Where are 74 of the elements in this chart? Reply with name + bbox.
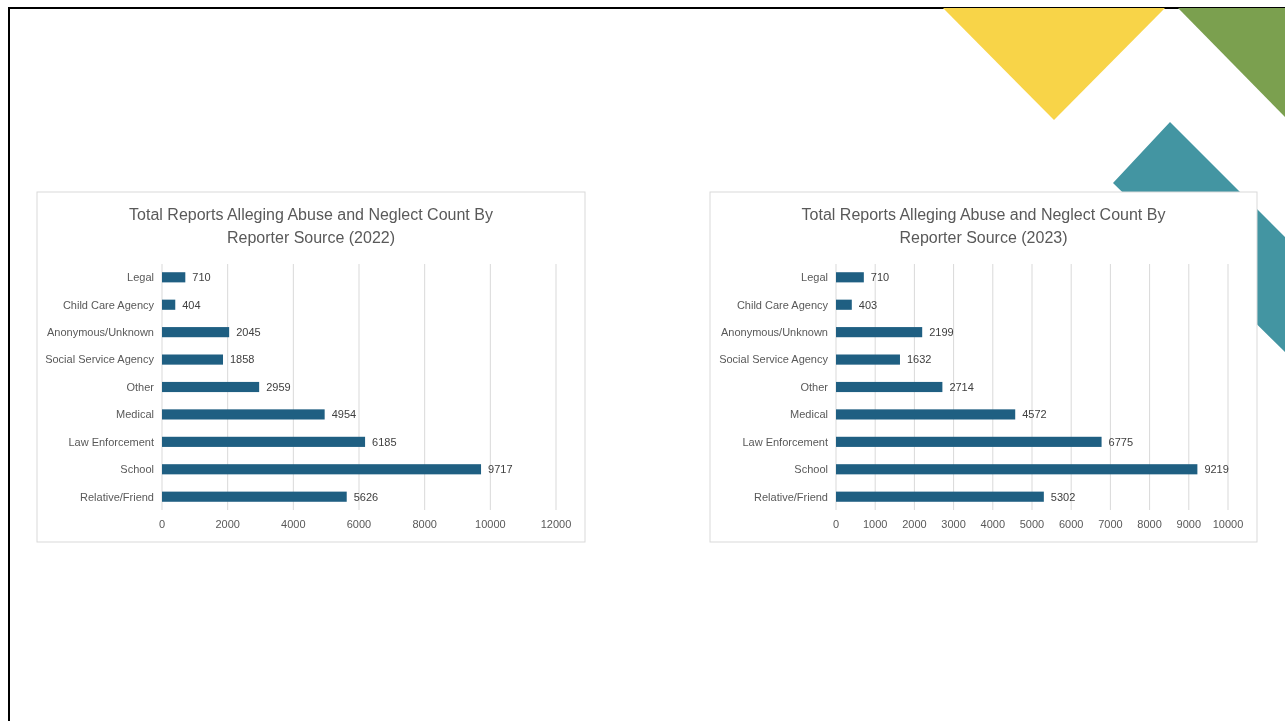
y-tick-label: Social Service Agency (719, 353, 829, 366)
chart-title: Total Reports Alleging Abuse and Neglect Count By Reporter Source (2022) (129, 206, 493, 246)
y-tick-label: Other (800, 380, 829, 393)
data-label: 6775 (1108, 435, 1134, 448)
data-label: 1632 (906, 353, 932, 366)
bar (162, 436, 366, 447)
y-tick-label: Legal (127, 271, 154, 284)
y-tick-label: School (794, 463, 828, 476)
y-tick-label: Relative/Friend (80, 490, 154, 503)
bar (836, 436, 1102, 447)
y-tick-label: Medical (116, 408, 154, 421)
y-tick-label: Relative/Friend (754, 490, 828, 503)
data-label: 4954 (331, 408, 357, 421)
bar (162, 272, 186, 283)
bar (836, 299, 852, 310)
bar (836, 354, 900, 365)
y-tick-label: Other (126, 380, 155, 393)
x-tick-label: 4000 (980, 518, 1006, 530)
x-tick-label: 12000 (540, 518, 572, 530)
bar (162, 409, 325, 420)
bar (162, 464, 482, 475)
data-label: 710 (870, 271, 890, 284)
y-tick-label: Child Care Agency (62, 298, 155, 311)
x-tick-label: 0 (158, 518, 166, 530)
x-tick-label: 6000 (1058, 518, 1084, 530)
data-label: 6185 (372, 435, 397, 448)
y-tick-label: Law Enforcement (68, 435, 154, 448)
y-tick-label: School (120, 463, 154, 476)
data-label: 5626 (353, 490, 379, 503)
data-label: 404 (182, 298, 201, 311)
x-tick-label: 10000 (475, 518, 506, 530)
data-label: 403 (858, 298, 878, 311)
bar (162, 299, 176, 310)
bar (162, 381, 260, 393)
x-tick-label: 2000 (215, 518, 240, 530)
data-label: 9219 (1204, 463, 1229, 476)
x-tick-label: 1000 (862, 518, 888, 530)
y-tick-label: Anonymous/Unknown (720, 326, 828, 338)
data-label: 2959 (266, 380, 291, 393)
data-label: 2199 (929, 326, 954, 338)
data-label: 2045 (236, 326, 261, 338)
data-label: 710 (192, 271, 211, 284)
y-tick-label: Anonymous/Unknown (46, 326, 154, 338)
bar (162, 354, 223, 365)
x-tick-label: 6000 (346, 518, 372, 530)
data-label: 5302 (1050, 490, 1076, 503)
bar (836, 381, 943, 393)
x-tick-label: 5000 (1019, 518, 1045, 530)
x-tick-label: 8000 (412, 518, 437, 530)
chart-title: Total Reports Alleging Abuse and Neglect Count By Reporter Source (2023) (801, 206, 1166, 246)
bar (836, 464, 1198, 475)
bar (162, 327, 230, 338)
y-tick-label: Law Enforcement (742, 435, 828, 448)
y-tick-label: Child Care Agency (736, 298, 829, 311)
data-label: 1858 (230, 353, 255, 366)
data-label: 4572 (1022, 408, 1047, 421)
y-tick-label: Medical (790, 408, 828, 421)
x-tick-label: 7000 (1098, 518, 1123, 530)
bar (836, 272, 864, 283)
x-tick-label: 9000 (1176, 518, 1202, 530)
bar (836, 491, 1044, 502)
bar (836, 327, 923, 338)
x-tick-label: 2000 (902, 518, 927, 530)
x-tick-label: 3000 (941, 518, 966, 530)
bar (836, 409, 1016, 420)
data-label: 9717 (488, 463, 513, 476)
x-tick-label: 10000 (1212, 518, 1244, 530)
y-tick-label: Social Service Agency (45, 353, 155, 366)
x-tick-label: 0 (832, 518, 840, 530)
x-tick-label: 4000 (281, 518, 306, 530)
x-tick-label: 8000 (1137, 518, 1162, 530)
bar (162, 491, 347, 502)
data-label: 2714 (949, 380, 974, 393)
y-tick-label: Legal (801, 271, 828, 284)
